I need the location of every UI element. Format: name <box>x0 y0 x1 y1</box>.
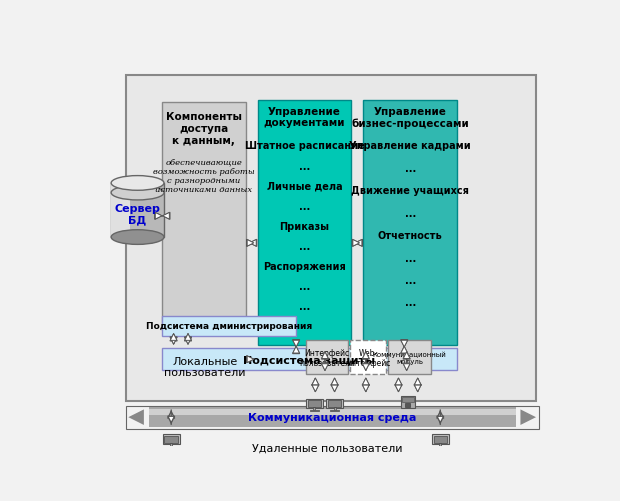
Text: ...: ... <box>405 298 416 308</box>
Text: Web-
интерфейс: Web- интерфейс <box>346 348 390 367</box>
Bar <box>125 76 536 401</box>
Bar <box>164 436 178 443</box>
Bar <box>326 399 343 408</box>
Bar <box>432 435 449 444</box>
Text: ...: ... <box>299 282 310 292</box>
Text: ...: ... <box>299 302 310 312</box>
Text: ...: ... <box>405 253 416 263</box>
Bar <box>313 408 316 410</box>
Bar <box>350 341 386 375</box>
Text: Интерфейс
пользователя: Интерфейс пользователя <box>299 348 355 367</box>
Text: Коммуникационный
модуль: Коммуникационный модуль <box>373 351 446 364</box>
Text: Подсистема защиты: Подсистема защиты <box>243 355 375 364</box>
Bar <box>111 183 130 237</box>
Bar <box>149 409 516 415</box>
Bar <box>162 103 246 330</box>
Bar <box>149 407 516 427</box>
Bar <box>405 403 410 407</box>
Bar <box>306 341 348 375</box>
Text: Подсистема дминистрирования: Подсистема дминистрирования <box>146 322 312 330</box>
Bar <box>433 436 447 443</box>
Text: Личные дела: Личные дела <box>267 181 342 191</box>
Text: обеспечивающие
возможность работы
с разнородными
источниками данных: обеспечивающие возможность работы с разн… <box>153 158 254 194</box>
Text: Приказы: Приказы <box>280 221 330 231</box>
Text: Компоненты
доступа
к данным,: Компоненты доступа к данным, <box>166 112 242 145</box>
Text: ...: ... <box>299 161 310 171</box>
Bar <box>334 408 335 410</box>
Bar <box>170 443 172 446</box>
Bar <box>388 341 431 375</box>
Text: Отчетность: Отчетность <box>378 230 443 240</box>
Text: Удаленные пользователи: Удаленные пользователи <box>252 443 402 453</box>
Bar <box>330 410 339 411</box>
Bar <box>328 400 342 407</box>
Text: Распоряжения: Распоряжения <box>263 262 346 272</box>
Text: Штатное расписание: Штатное расписание <box>245 141 365 151</box>
Bar <box>258 101 352 346</box>
Bar <box>436 446 445 447</box>
Text: Движение учащихся: Движение учащихся <box>352 186 469 196</box>
Text: ...: ... <box>405 276 416 286</box>
Bar <box>308 400 321 407</box>
Bar <box>306 399 323 408</box>
Text: Сервер
БД: Сервер БД <box>115 203 161 225</box>
Bar <box>125 406 539 429</box>
Bar <box>363 101 457 346</box>
Text: Локальные
пользователи: Локальные пользователи <box>164 356 246 378</box>
Text: ...: ... <box>405 163 416 173</box>
Text: ...: ... <box>299 201 310 211</box>
Ellipse shape <box>111 230 164 245</box>
Ellipse shape <box>111 176 164 191</box>
Text: Управление
бизнес-процессами: Управление бизнес-процессами <box>352 106 469 129</box>
Bar <box>162 435 180 444</box>
Bar <box>111 183 164 237</box>
Bar <box>162 348 457 371</box>
Bar <box>401 396 415 408</box>
Bar <box>167 446 175 447</box>
Text: Коммуникационная среда: Коммуникационная среда <box>248 412 417 422</box>
Bar <box>402 397 414 402</box>
Bar <box>310 410 319 411</box>
Bar <box>162 316 296 336</box>
Text: ...: ... <box>299 241 310 252</box>
Ellipse shape <box>111 186 164 200</box>
Bar <box>439 443 441 446</box>
Text: Управление
документами: Управление документами <box>264 106 345 128</box>
Text: ...: ... <box>405 208 416 218</box>
Text: Управление кадрами: Управление кадрами <box>350 141 471 151</box>
